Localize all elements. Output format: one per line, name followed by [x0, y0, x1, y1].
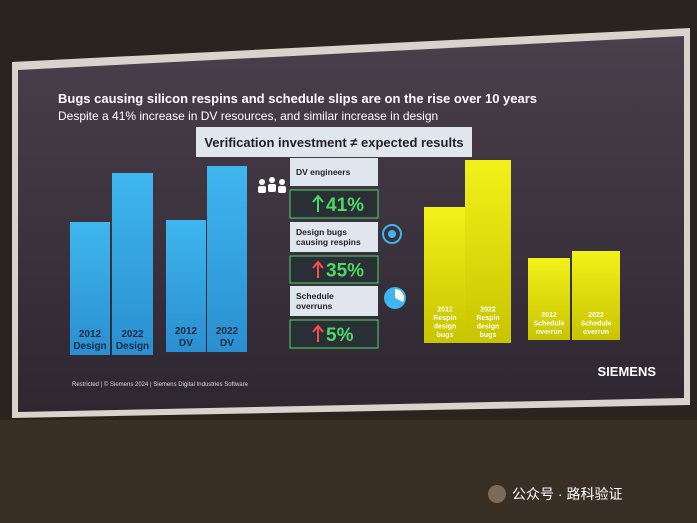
arrow-icon [312, 324, 324, 342]
metric-change: 35% [326, 261, 364, 282]
bar-label: 2022 [588, 312, 604, 319]
wechat-icon [488, 485, 506, 503]
metric-change: 41% [326, 195, 364, 216]
bar-label: Schedule [580, 321, 611, 328]
metric-change-box [289, 255, 379, 284]
bar-label: DV [220, 338, 234, 349]
bar-label: design [434, 324, 457, 331]
metric-name: causing respins [296, 237, 361, 247]
bar-label: DV [179, 338, 193, 349]
bar [424, 207, 466, 343]
bar-label: Schedule [533, 321, 564, 328]
bar [166, 220, 206, 352]
arrow-icon [312, 194, 324, 212]
arrow-icon [312, 260, 324, 278]
clock-icon [384, 287, 406, 309]
people-icon [258, 177, 286, 193]
banner-box [196, 127, 472, 157]
bar-label: overrun [536, 329, 562, 336]
bar-label: overrun [583, 329, 609, 336]
bar-label: 2012 [79, 329, 102, 340]
logo: SIEMENS [597, 364, 656, 379]
bar-label: bugs [437, 332, 454, 339]
bar-label: bugs [480, 332, 497, 339]
metric-name-box [290, 286, 378, 316]
metric-name: overruns [296, 301, 333, 311]
bar-label: 2012 [175, 326, 198, 337]
watermark: 公众号 · 路科验证 [512, 486, 622, 502]
bar [70, 222, 110, 355]
metric-change-box [289, 319, 379, 349]
bar-group: 2012Design2022Design2012DV2022DV2012Resp… [70, 160, 620, 355]
bar-label: Respin [433, 315, 456, 322]
bar-label: 2012 [437, 307, 453, 314]
metric-change: 5% [326, 325, 354, 346]
metric-change-box [289, 189, 379, 219]
bar-label: design [477, 324, 500, 331]
bar-label: Design [116, 341, 149, 352]
bar-label: Respin [476, 315, 499, 322]
bar-label: 2022 [216, 326, 239, 337]
wall [0, 420, 697, 523]
bar-label: 2022 [480, 307, 496, 314]
banner: Verification investment ≠ expected resul… [204, 135, 463, 150]
bar [112, 173, 153, 355]
footer: Restricted | © Siemens 2024 | Siemens Di… [72, 381, 249, 388]
metric-name-box [290, 158, 378, 186]
bar [572, 251, 620, 340]
metric-name-box [290, 222, 378, 252]
bar [528, 258, 570, 340]
bar [465, 160, 511, 343]
bar-label: 2022 [121, 329, 144, 340]
bar [207, 166, 247, 352]
metric-name: Design bugs [296, 227, 347, 237]
cycle-icon [382, 224, 402, 244]
subtitle: Despite a 41% increase in DV resources, … [58, 109, 438, 123]
bar-label: 2012 [541, 312, 557, 319]
title: Bugs causing silicon respins and schedul… [58, 91, 537, 106]
metric-name: DV engineers [296, 167, 351, 177]
bar-label: Design [73, 341, 106, 352]
metric-name: Schedule [296, 291, 334, 301]
